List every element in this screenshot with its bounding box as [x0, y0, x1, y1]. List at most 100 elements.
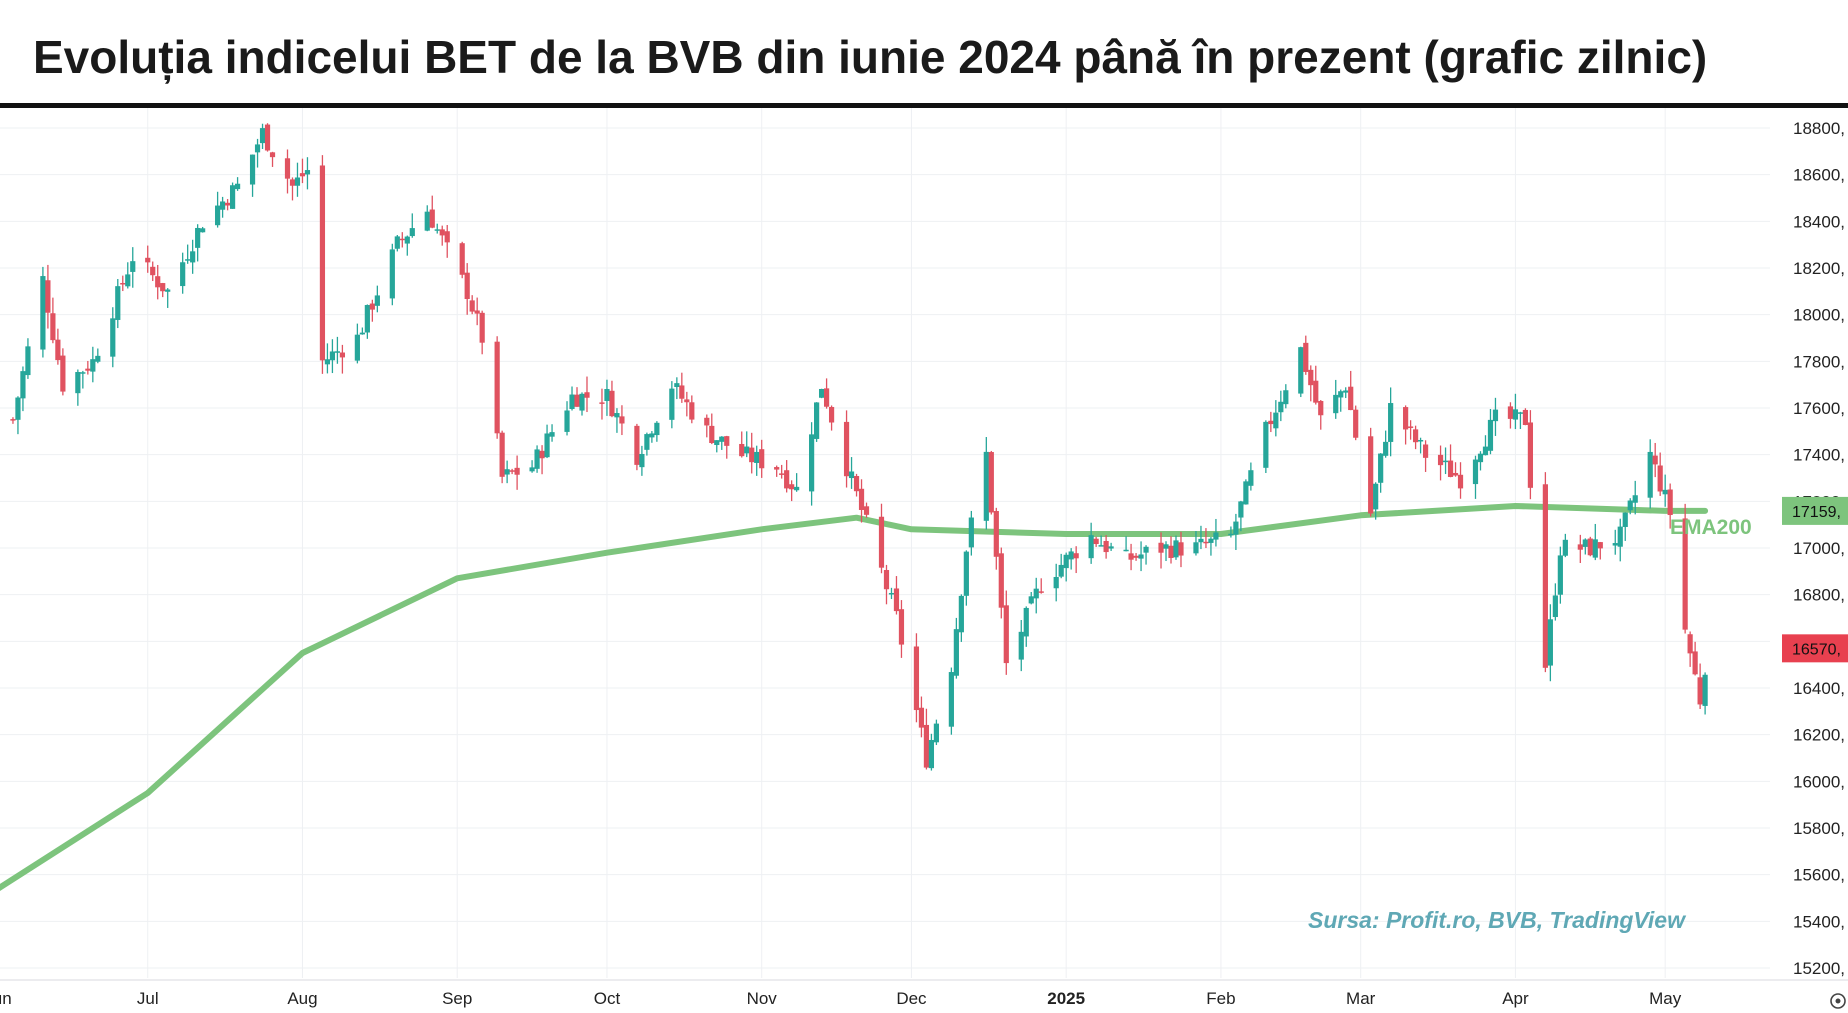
candle [1587, 536, 1593, 557]
candle [224, 199, 231, 211]
candle-body [234, 183, 241, 190]
candle [1422, 440, 1429, 472]
candle [1582, 538, 1588, 555]
x-axis: Jun Jul Aug Sep Oct Nov Dec 2025 Feb Mar Apr May [0, 989, 1682, 1008]
candle-body [529, 467, 535, 472]
candle-body [684, 399, 690, 403]
candle-body [215, 205, 221, 226]
candle-body [389, 249, 395, 299]
candle-body [1697, 677, 1703, 705]
candle-body [1417, 440, 1424, 442]
candle [324, 343, 331, 374]
candle-body [1028, 596, 1034, 604]
candle [1452, 462, 1459, 477]
candle-body [165, 289, 171, 292]
candle-body [464, 272, 470, 300]
candle-body [858, 488, 865, 510]
candle-body [1268, 420, 1274, 425]
candle [394, 235, 400, 252]
candle-body [774, 467, 780, 470]
candle-body [504, 469, 510, 475]
candle [1018, 619, 1024, 672]
candle-body [1348, 386, 1354, 411]
settings-icon[interactable] [1830, 993, 1846, 1009]
candle-body [404, 236, 410, 244]
candle [1068, 548, 1074, 570]
candle [1388, 387, 1394, 457]
candle [1457, 462, 1464, 499]
candle [220, 196, 226, 218]
candle-body [614, 413, 620, 418]
candle-body [1517, 412, 1524, 414]
candle [1263, 420, 1269, 474]
candle [599, 388, 605, 420]
candle-body [1168, 545, 1174, 558]
candle [809, 422, 815, 506]
candle [1368, 427, 1374, 517]
candle-body [749, 447, 755, 463]
candle [988, 450, 994, 515]
x-tick-label: Jul [137, 989, 159, 1008]
candle-body [1592, 539, 1598, 558]
y-tick-label: 17800, [1793, 352, 1845, 371]
candle-body [1622, 512, 1628, 527]
y-tick-label: 18600, [1793, 166, 1845, 185]
candle-body [150, 266, 156, 276]
candle-body [1303, 342, 1309, 372]
candle [389, 243, 395, 306]
candle [1547, 604, 1553, 682]
candle-body [968, 517, 974, 548]
candle-body [1333, 394, 1339, 414]
candle-body [264, 124, 271, 151]
candle [1527, 410, 1534, 500]
candle-body [1547, 619, 1553, 666]
candle [828, 405, 835, 431]
y-tick-label: 18000, [1793, 306, 1845, 325]
candle-body [744, 446, 750, 454]
candle-body [469, 300, 475, 312]
candlestick-chart[interactable]: 15200, 15400, 15600, 15800, 16000, 16200, 1640… [0, 108, 1848, 1013]
candle [1522, 408, 1529, 426]
candle-body [359, 332, 365, 335]
candle [823, 378, 830, 409]
candle [1612, 529, 1618, 555]
candle [714, 440, 720, 453]
candle-body [1687, 634, 1693, 654]
candle [1632, 480, 1638, 515]
candle [1203, 528, 1209, 549]
candle [814, 402, 820, 442]
candle [794, 473, 800, 492]
candle [444, 224, 450, 258]
candle [1353, 405, 1359, 441]
candle [853, 473, 860, 497]
candle-body [1482, 446, 1489, 456]
candle [334, 336, 341, 364]
candle-body [110, 318, 116, 357]
candle [948, 667, 954, 735]
candle-body [549, 432, 555, 437]
candle-body [1552, 595, 1558, 618]
candle-body [928, 739, 935, 769]
candle [674, 377, 680, 400]
candle [704, 414, 710, 438]
candle-body [329, 351, 336, 361]
candle-body [1263, 421, 1269, 468]
title-bar: Evoluția indicelui BET de la BVB din iun… [0, 0, 1848, 108]
candle-body [888, 592, 895, 595]
candle-body [499, 432, 505, 477]
candle-body [1243, 481, 1249, 505]
candle-body [1038, 591, 1044, 593]
y-tick-label: 15600, [1793, 866, 1845, 885]
candle [1198, 525, 1204, 550]
candle-body [1173, 540, 1179, 558]
candle-body [609, 390, 615, 417]
candle [264, 123, 271, 152]
candle [1562, 533, 1568, 558]
candle [1133, 553, 1139, 561]
candle [848, 457, 855, 489]
candle [968, 510, 974, 556]
candle-body [459, 243, 465, 275]
candle-body [669, 388, 675, 420]
candle [564, 401, 570, 436]
candle [130, 247, 136, 288]
